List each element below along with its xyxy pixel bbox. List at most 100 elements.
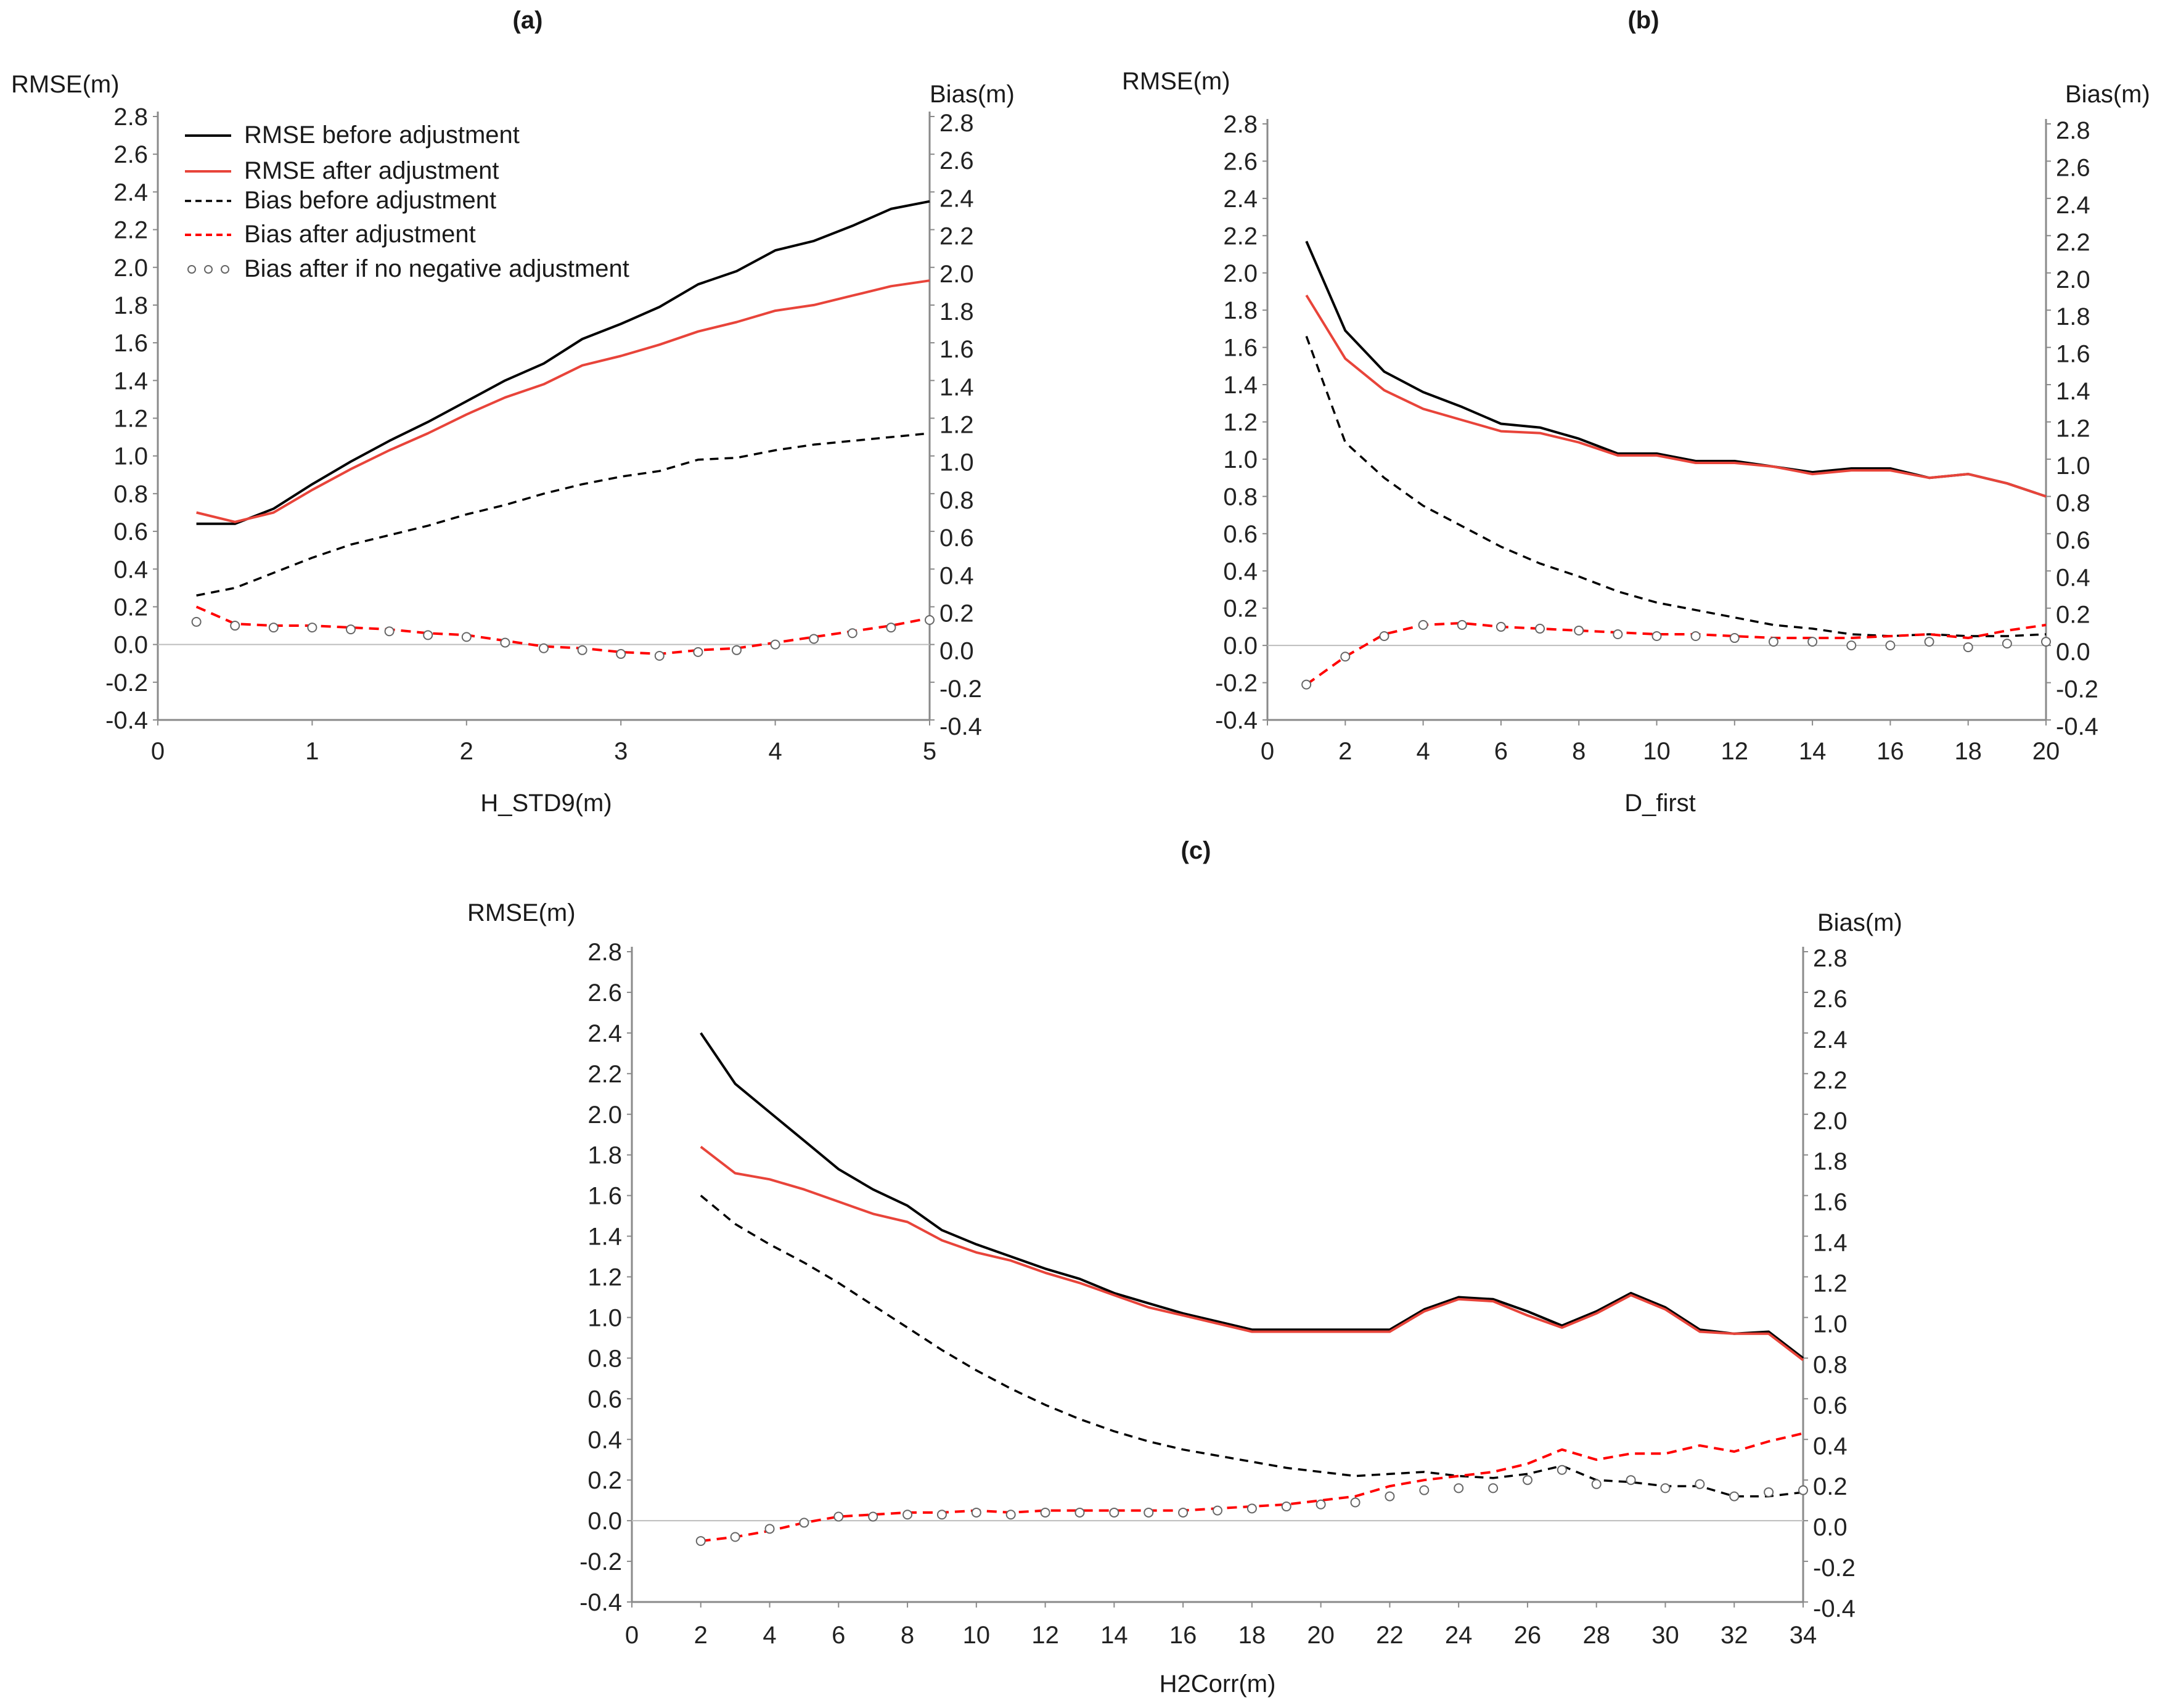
y-tick-label-right: 1.6: [939, 336, 974, 363]
x-tick-label: 18: [1238, 1622, 1266, 1649]
data-point-bias-no-neg: [1807, 637, 1818, 647]
y-tick-label-right: 0.4: [1813, 1432, 1848, 1460]
y-tick-label-right: 1.8: [2056, 303, 2090, 330]
data-point-bias-no-neg: [902, 1510, 913, 1520]
data-point-bias-no-neg: [1557, 1465, 1567, 1475]
y-tick-label-left: 0.2: [1223, 595, 1258, 623]
y-tick-label-right: 0.6: [1813, 1392, 1848, 1419]
series-line-bias-after: [700, 1432, 1804, 1543]
x-tick-label: 8: [901, 1622, 914, 1649]
x-tick-label: 6: [1494, 738, 1508, 765]
data-point-bias-no-neg: [1729, 1491, 1740, 1502]
y-tick-label-left: 2.2: [1223, 223, 1258, 250]
x-tick-label: 16: [1876, 738, 1904, 765]
y-tick-label-left: 2.6: [587, 979, 622, 1007]
data-point-bias-no-neg: [346, 624, 356, 635]
x-tick-label: 16: [1169, 1622, 1197, 1649]
x-tick-label: 12: [1721, 738, 1749, 765]
data-point-bias-no-neg: [1660, 1483, 1671, 1493]
x-tick-label: 8: [1572, 738, 1586, 765]
y-tick-label-right: -0.2: [2056, 676, 2098, 703]
data-point-bias-no-neg: [847, 628, 857, 639]
x-axis-title: D_first: [1624, 790, 1696, 817]
y-tick-label-right: 0.2: [939, 600, 974, 627]
x-tick-label: 4: [763, 1622, 776, 1649]
data-point-bias-no-neg: [461, 632, 472, 642]
legend-label-bias-before: Bias before adjustment: [244, 187, 496, 214]
y-tick-label-right: 0.6: [2056, 527, 2090, 554]
data-point-bias-no-neg: [1695, 1479, 1705, 1489]
x-tick-label: 14: [1799, 738, 1827, 765]
y-axis-title-right: Bias(m): [2065, 81, 2150, 108]
x-tick-label: 18: [1954, 738, 1982, 765]
data-point-bias-no-neg: [1385, 1491, 1395, 1502]
x-tick-label: 14: [1100, 1622, 1128, 1649]
data-point-bias-no-neg: [1488, 1483, 1499, 1493]
y-tick-label-left: 1.4: [587, 1224, 622, 1251]
data-point-bias-no-neg: [1457, 619, 1467, 630]
data-point-bias-no-neg: [1316, 1499, 1326, 1510]
y-tick-label-left: 0.6: [587, 1386, 622, 1413]
data-point-bias-no-neg: [799, 1518, 809, 1528]
data-point-bias-no-neg: [886, 623, 896, 633]
legend-label-rmse-after: RMSE after adjustment: [244, 157, 499, 184]
y-tick-label-left: 2.4: [587, 1020, 622, 1047]
data-point-bias-no-neg: [833, 1511, 844, 1522]
y-axis-title-right: Bias(m): [930, 81, 1015, 108]
y-tick-label-right: 1.2: [939, 412, 974, 439]
series-line-bias-before: [700, 1195, 1804, 1498]
x-tick-label: 1: [305, 738, 319, 765]
x-tick-label: 10: [963, 1622, 991, 1649]
data-point-bias-no-neg: [1144, 1507, 1154, 1518]
data-point-bias-no-neg: [1040, 1507, 1050, 1518]
x-tick-label: 30: [1651, 1622, 1679, 1649]
data-point-bias-no-neg: [577, 645, 587, 655]
x-tick-label: 3: [614, 738, 628, 765]
data-point-bias-no-neg: [1768, 637, 1778, 647]
data-point-bias-no-neg: [1764, 1487, 1774, 1497]
y-tick-label-left: -0.2: [1215, 670, 1258, 697]
x-tick-label: 26: [1514, 1622, 1542, 1649]
y-tick-label-left: 1.0: [587, 1304, 622, 1331]
y-tick-label-left: 2.8: [1223, 111, 1258, 138]
data-point-bias-no-neg: [695, 1536, 706, 1547]
data-point-bias-no-neg: [1005, 1510, 1016, 1520]
legend-label-bias-no-neg: Bias after if no negative adjustment: [244, 255, 629, 282]
y-tick-label-left: 1.6: [587, 1183, 622, 1210]
y-tick-label-left: 2.8: [587, 939, 622, 966]
data-point-bias-no-neg: [971, 1507, 981, 1518]
y-tick-label-left: 1.0: [1223, 446, 1258, 473]
x-tick-label: 5: [923, 738, 936, 765]
y-tick-label-left: -0.4: [1215, 707, 1258, 734]
data-point-bias-no-neg: [654, 650, 665, 661]
data-point-bias-no-neg: [1626, 1475, 1636, 1485]
y-tick-label-left: 1.2: [113, 406, 148, 433]
y-tick-label-right: 2.6: [939, 147, 974, 174]
y-tick-label-right: 1.4: [939, 374, 974, 401]
data-point-bias-no-neg: [936, 1510, 947, 1520]
panel-b: (b) -0.4 -0.4 -0.2 -0.2 0.0 0.0 0.2 0.2 0.4 0.4 0.6…: [1122, 7, 2150, 817]
data-point-bias-no-neg: [1496, 621, 1506, 632]
y-tick-label-right: 2.2: [939, 223, 974, 250]
y-tick-label-right: 1.4: [1813, 1230, 1848, 1257]
data-point-bias-no-neg: [423, 630, 433, 640]
x-tick-label: 2: [694, 1622, 708, 1649]
y-tick-label-left: 2.0: [113, 255, 148, 282]
legend-label-bias-after: Bias after adjustment: [244, 221, 476, 248]
y-tick-label-right: 1.8: [939, 298, 974, 325]
y-tick-label-right: -0.4: [1813, 1595, 1856, 1622]
y-tick-label-right: 2.2: [2056, 229, 2090, 256]
data-point-bias-no-neg: [307, 623, 317, 633]
y-tick-label-left: 0.8: [587, 1345, 622, 1372]
x-tick-label: 10: [1643, 738, 1671, 765]
data-point-bias-no-neg: [868, 1511, 878, 1522]
y-tick-label-right: 1.4: [2056, 378, 2090, 405]
y-tick-label-right: 2.4: [1813, 1026, 1848, 1053]
data-point-bias-no-neg: [1651, 631, 1662, 642]
series-line-bias-before: [196, 432, 930, 597]
series-line-bias-before: [1305, 335, 2047, 637]
data-point-bias-no-neg: [693, 647, 703, 657]
data-point-bias-no-neg: [230, 621, 240, 631]
series-line-rmse-before: [196, 200, 930, 525]
